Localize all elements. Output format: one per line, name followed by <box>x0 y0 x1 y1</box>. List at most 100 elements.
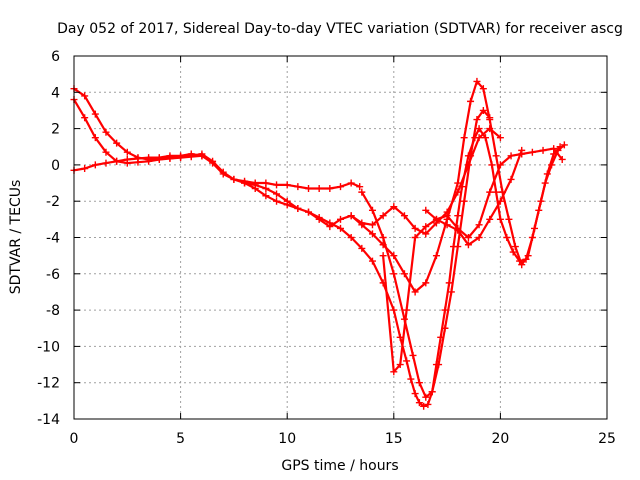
x-axis-label: GPS time / hours <box>281 458 398 474</box>
data-point <box>368 206 376 214</box>
data-point <box>531 224 539 232</box>
data-point <box>486 114 494 122</box>
data-point <box>528 148 536 156</box>
y-tick-label: -12 <box>37 376 60 392</box>
data-point <box>305 184 313 192</box>
data-point <box>403 357 411 365</box>
data-point <box>315 184 323 192</box>
data-point <box>379 212 387 220</box>
data-point <box>443 212 451 220</box>
data-point <box>368 257 376 265</box>
data-point <box>454 243 462 251</box>
data-point <box>464 241 472 249</box>
data-point <box>539 146 547 154</box>
data-point <box>481 134 489 142</box>
data-point <box>454 179 462 187</box>
y-tick-label: 0 <box>51 158 60 174</box>
data-point <box>492 152 500 160</box>
data-point <box>177 154 185 162</box>
data-point <box>443 221 451 229</box>
data-point <box>368 221 376 229</box>
data-point <box>209 157 217 165</box>
y-tick-label: -6 <box>46 267 60 283</box>
data-point <box>422 206 430 214</box>
data-point <box>424 400 432 408</box>
series-track-1 <box>70 150 364 192</box>
data-point <box>347 212 355 220</box>
data-point <box>407 375 415 383</box>
data-point <box>475 221 483 229</box>
data-point <box>422 393 430 401</box>
data-point <box>479 106 487 114</box>
data-point <box>230 175 238 183</box>
y-tick-label: 6 <box>51 49 60 65</box>
data-point <box>81 114 89 122</box>
data-point <box>556 143 564 151</box>
y-tick-label: -10 <box>37 339 60 355</box>
data-point <box>134 158 142 166</box>
data-point <box>379 252 387 260</box>
data-point <box>473 116 481 124</box>
data-point <box>420 402 428 410</box>
grid <box>74 56 607 419</box>
data-point <box>524 252 532 260</box>
y-tick-label: -2 <box>46 194 60 210</box>
data-point <box>347 234 355 241</box>
data-point <box>403 306 411 314</box>
series-track-9 <box>422 146 526 249</box>
series-layer <box>70 77 568 410</box>
data-point <box>91 161 99 169</box>
axis-ticks <box>73 55 608 420</box>
data-point <box>347 179 355 187</box>
y-tick-label: -8 <box>46 303 60 319</box>
chart-title: Day 052 of 2017, Sidereal Day-to-day VTE… <box>57 21 623 37</box>
data-point <box>486 215 494 223</box>
data-point <box>219 168 227 176</box>
data-point <box>273 181 281 189</box>
data-point <box>283 181 291 189</box>
data-point <box>505 215 513 223</box>
data-point <box>464 161 472 169</box>
data-point <box>411 234 419 241</box>
y-tick-label: -4 <box>46 231 60 247</box>
y-tick-label: -14 <box>37 412 60 428</box>
data-point <box>262 192 270 200</box>
data-point <box>262 184 270 192</box>
data-point <box>81 92 89 100</box>
x-tick-label: 20 <box>491 431 509 447</box>
data-point <box>356 183 364 191</box>
data-point <box>543 170 551 178</box>
data-point <box>486 188 494 196</box>
data-point <box>166 155 174 163</box>
data-point <box>518 146 526 154</box>
data-point <box>368 230 376 238</box>
data-point <box>326 223 334 231</box>
data-point <box>415 399 423 407</box>
data-point <box>488 161 496 169</box>
data-point <box>390 203 398 211</box>
data-point <box>467 97 475 105</box>
data-point <box>155 155 163 163</box>
data-point <box>509 248 517 256</box>
data-point <box>273 190 281 198</box>
data-point <box>454 226 462 234</box>
data-point <box>422 230 430 238</box>
data-point <box>294 183 302 191</box>
data-point <box>435 361 443 369</box>
series-line <box>72 152 361 190</box>
data-point <box>454 212 462 220</box>
series-track-8 <box>379 145 566 376</box>
y-tick-labels: -14 -12 -10 -8 -6 -4 -2 0 2 4 6 <box>37 49 60 428</box>
data-point <box>560 141 568 149</box>
data-point <box>422 223 430 231</box>
data-point <box>464 234 472 241</box>
x-tick-label: 5 <box>176 431 185 447</box>
data-point <box>91 110 99 118</box>
data-point <box>390 270 398 278</box>
data-point <box>558 155 566 163</box>
y-tick-label: 2 <box>51 122 60 138</box>
data-point <box>507 152 515 160</box>
data-point <box>473 77 481 85</box>
series-line <box>424 149 523 246</box>
data-point <box>428 388 436 396</box>
